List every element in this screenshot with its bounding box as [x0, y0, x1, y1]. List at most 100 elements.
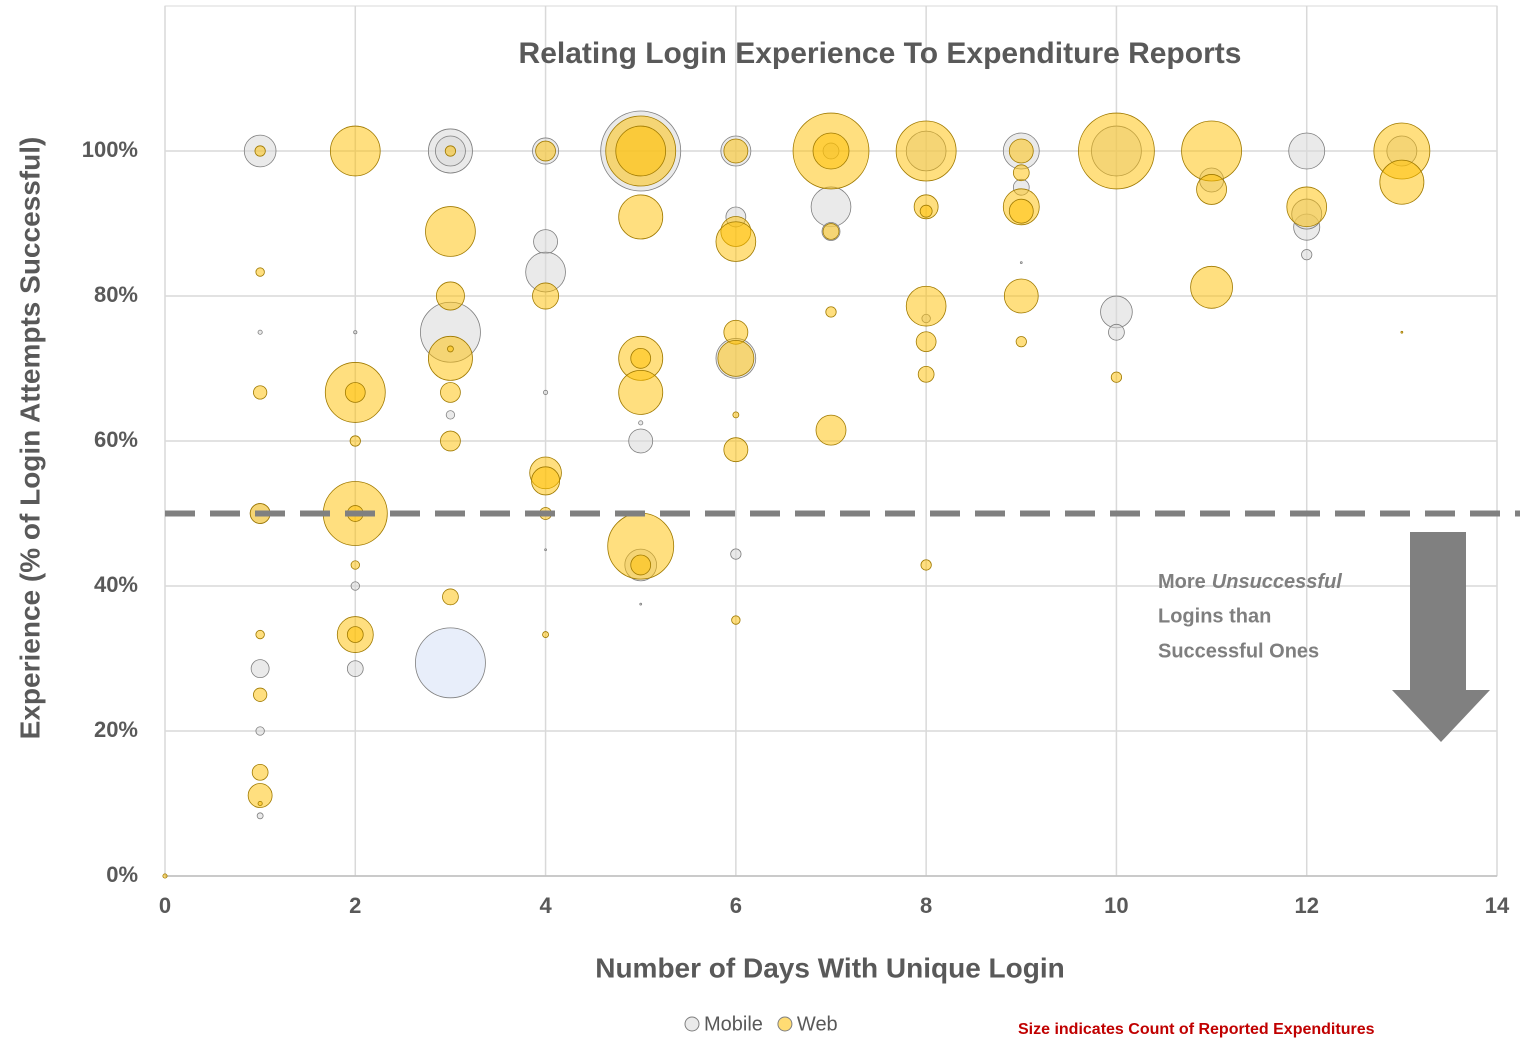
bubble — [442, 588, 459, 606]
bubble — [349, 435, 361, 447]
annotation-text: Successful Ones — [1158, 640, 1319, 662]
bubble — [1181, 120, 1242, 182]
bubble — [812, 132, 850, 170]
bubble — [346, 660, 364, 677]
bubble — [630, 348, 652, 369]
bubble — [444, 145, 457, 157]
bubble — [247, 783, 273, 808]
bubble — [425, 206, 476, 257]
bubble — [1286, 186, 1328, 228]
bubble — [1110, 371, 1123, 383]
bubble — [723, 138, 749, 164]
y-tick-label: 0% — [106, 862, 138, 887]
bubble — [435, 281, 465, 311]
y-tick-label: 20% — [94, 717, 138, 742]
bubble — [353, 330, 358, 335]
bubble — [350, 560, 360, 570]
bubble — [255, 267, 265, 277]
bubble — [915, 331, 937, 353]
bubble — [427, 335, 473, 381]
bubble — [533, 229, 558, 255]
bubble — [1400, 330, 1404, 334]
chart-title: Relating Login Experience To Expenditure… — [519, 37, 1242, 70]
x-tick-label: 14 — [1485, 893, 1510, 918]
x-tick-label: 6 — [730, 893, 742, 918]
bubble — [1379, 159, 1425, 205]
bubble — [1108, 323, 1125, 341]
x-tick-label: 10 — [1104, 893, 1128, 918]
bubble — [329, 125, 381, 177]
y-tick-label: 60% — [94, 427, 138, 452]
bubble — [415, 627, 486, 699]
bubble — [731, 615, 741, 625]
bubble — [715, 221, 757, 262]
bubble — [253, 687, 268, 702]
x-axis-title: Number of Days With Unique Login — [595, 952, 1065, 983]
x-tick-label: 8 — [920, 893, 932, 918]
bubble — [639, 602, 643, 606]
plot: 0 2 4 6 8 10 12 14 0% 20% 40% 60% 80% 100% Mobile Web — [82, 5, 1520, 1035]
bubble — [895, 120, 957, 182]
bubble — [1100, 295, 1133, 329]
bubble — [810, 186, 852, 228]
x-tick-label: 2 — [349, 893, 361, 918]
bubble — [440, 430, 461, 452]
x-tick-label: 12 — [1294, 893, 1318, 918]
bubble — [544, 548, 547, 552]
bubble — [1190, 265, 1233, 309]
bubble — [1288, 132, 1326, 170]
bubble — [618, 194, 664, 240]
bubble — [1301, 249, 1313, 261]
bubble — [638, 420, 644, 426]
x-tick-label: 0 — [159, 893, 171, 918]
bubble — [723, 437, 749, 463]
bubble — [732, 411, 740, 419]
bubble — [257, 800, 263, 807]
bubble — [251, 763, 269, 781]
bubble — [447, 345, 454, 353]
bubble — [919, 204, 933, 218]
bubble — [440, 382, 461, 403]
bubble — [350, 581, 360, 591]
bubble — [162, 873, 168, 879]
bubble — [255, 629, 265, 640]
legend-label: Web — [797, 1013, 838, 1035]
bubble — [1003, 278, 1039, 314]
bubble — [1019, 261, 1023, 264]
bubble — [628, 428, 654, 454]
bubble — [730, 548, 742, 560]
bubble — [618, 369, 664, 415]
bubble — [905, 285, 947, 327]
bubble — [445, 410, 456, 420]
bubble — [1196, 174, 1227, 205]
bubble — [615, 125, 667, 177]
bubble — [257, 329, 263, 335]
bubble — [920, 559, 932, 571]
bubble — [822, 223, 840, 240]
bubble — [815, 414, 847, 446]
bubble — [542, 631, 549, 638]
bubble — [1008, 138, 1034, 164]
bubble — [254, 145, 266, 157]
annotation: More Unsuccessful — [1158, 571, 1342, 593]
arrow — [1392, 532, 1490, 742]
y-axis-title: Experience (% of Login Attempts Successf… — [14, 137, 45, 740]
x-tick-label: 4 — [539, 893, 552, 918]
bubble — [825, 306, 837, 318]
bubble — [717, 339, 755, 377]
bubble — [630, 554, 652, 576]
y-tick-label: 40% — [94, 572, 138, 597]
size-note: Size indicates Count of Reported Expendi… — [1018, 1021, 1375, 1038]
bubble — [1012, 164, 1030, 182]
bubble — [1078, 112, 1155, 190]
bubble — [250, 659, 270, 679]
annotation-text: More — [1158, 571, 1206, 593]
bubble — [1008, 198, 1034, 224]
legend-marker — [684, 1016, 700, 1032]
bubble — [344, 382, 366, 403]
bubble — [535, 140, 556, 162]
annotation-text: Logins than — [1158, 605, 1271, 627]
bubble — [917, 365, 935, 383]
bubble — [532, 282, 560, 310]
